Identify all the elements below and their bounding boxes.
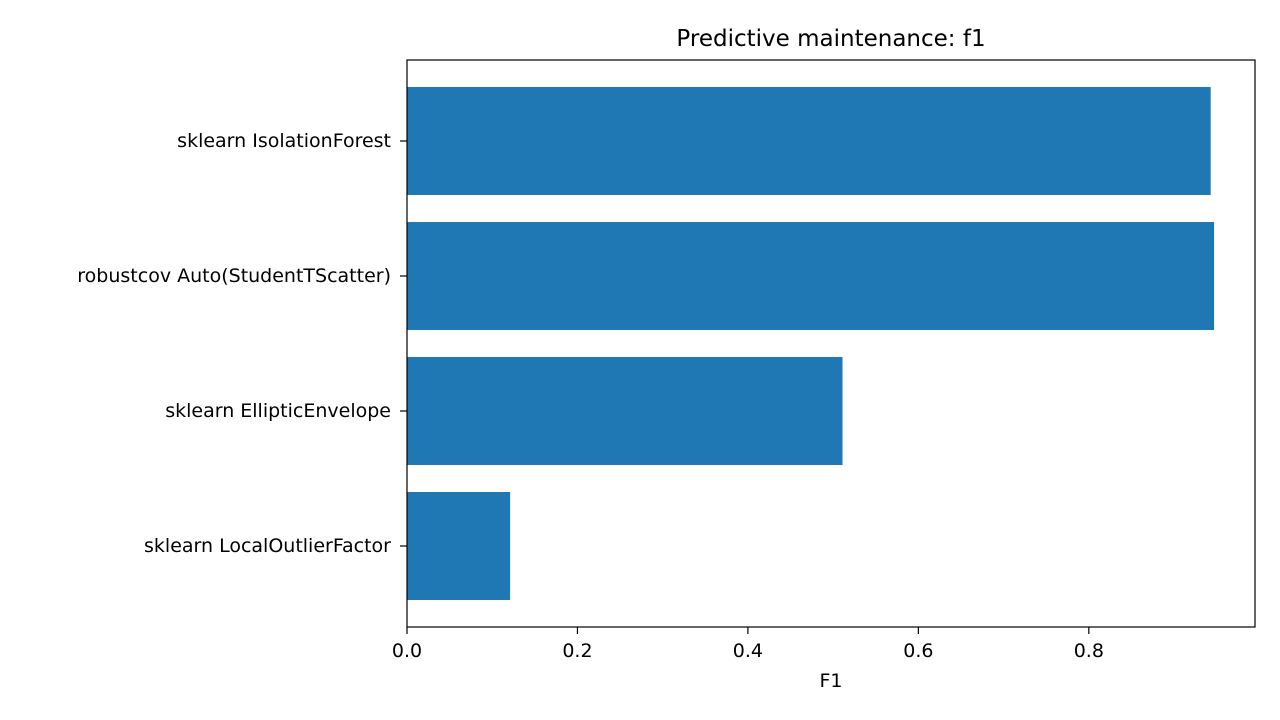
bar <box>407 87 1211 195</box>
x-axis-label: F1 <box>819 670 842 692</box>
bar <box>407 492 511 600</box>
y-axis-ticks: sklearn IsolationForest robustcov Auto(St… <box>77 130 407 557</box>
y-tick-label: sklearn IsolationForest <box>177 130 391 152</box>
x-axis-ticks: 0.0 0.2 0.4 0.6 0.8 <box>392 627 1104 662</box>
y-tick-label: robustcov Auto(StudentTScatter) <box>77 265 391 287</box>
x-tick-label: 0.8 <box>1074 640 1104 662</box>
x-tick-label: 0.2 <box>562 640 592 662</box>
plot-frame <box>406 59 1256 628</box>
bar <box>407 357 843 465</box>
x-tick-label: 0.6 <box>903 640 933 662</box>
x-tick-label: 0.4 <box>733 640 763 662</box>
y-tick-label: sklearn EllipticEnvelope <box>165 400 391 422</box>
x-tick-label: 0.0 <box>392 640 422 662</box>
bar <box>407 222 1215 330</box>
bars-group <box>407 87 1215 600</box>
y-tick-label: sklearn LocalOutlierFactor <box>144 535 391 557</box>
chart-title: Predictive maintenance: f1 <box>676 26 985 52</box>
